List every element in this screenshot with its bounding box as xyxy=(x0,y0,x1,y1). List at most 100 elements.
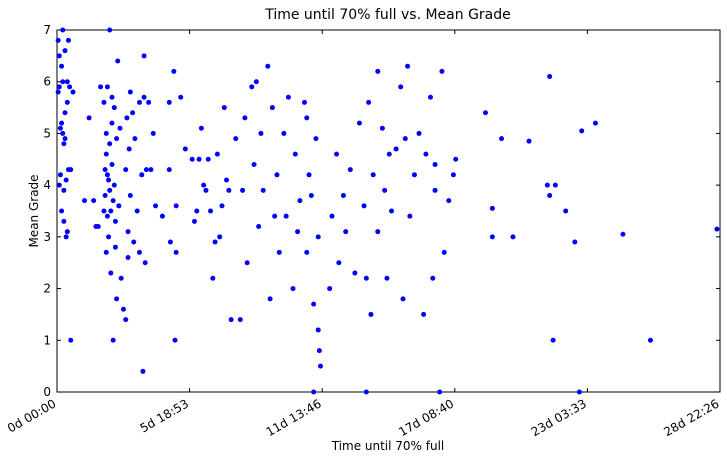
point xyxy=(171,68,177,74)
plot-frame xyxy=(56,29,721,393)
point xyxy=(352,270,358,276)
point xyxy=(141,53,147,59)
point xyxy=(103,151,109,157)
y-tick-label: 1 xyxy=(43,333,51,347)
point xyxy=(343,229,349,235)
point xyxy=(106,234,112,240)
y-tick-label: 3 xyxy=(43,230,51,244)
point xyxy=(153,203,159,209)
point xyxy=(453,156,459,162)
point xyxy=(198,125,204,131)
point xyxy=(592,120,598,126)
point xyxy=(316,348,322,354)
point xyxy=(544,182,550,188)
point xyxy=(60,79,66,85)
point xyxy=(393,146,399,152)
point xyxy=(547,192,553,198)
point xyxy=(127,192,133,198)
point xyxy=(104,84,110,90)
point xyxy=(143,167,149,173)
point xyxy=(59,208,65,214)
point xyxy=(361,203,367,209)
point xyxy=(416,130,422,136)
point xyxy=(107,27,113,33)
y-tick-label: 5 xyxy=(43,126,51,140)
point xyxy=(552,182,558,188)
point xyxy=(127,89,133,95)
point xyxy=(166,167,172,173)
point xyxy=(104,172,110,178)
point xyxy=(110,337,116,343)
point xyxy=(159,213,165,219)
point xyxy=(102,192,108,198)
point xyxy=(269,105,275,111)
point xyxy=(441,249,447,255)
point xyxy=(363,275,369,281)
point xyxy=(109,94,115,100)
point xyxy=(150,130,156,136)
point xyxy=(375,229,381,235)
point xyxy=(427,94,433,100)
point xyxy=(301,99,307,105)
point xyxy=(111,182,117,188)
point xyxy=(276,249,282,255)
y-axis-label: Mean Grade xyxy=(27,174,41,247)
point xyxy=(107,141,113,147)
point xyxy=(64,99,70,105)
point xyxy=(93,224,99,230)
point xyxy=(68,337,74,343)
point xyxy=(563,208,569,214)
point xyxy=(382,187,388,193)
point xyxy=(126,146,132,152)
point xyxy=(398,84,404,90)
point xyxy=(102,167,108,173)
y-tick-label: 0 xyxy=(43,385,51,399)
point xyxy=(103,130,109,136)
point xyxy=(242,115,248,121)
point xyxy=(62,48,68,54)
point xyxy=(55,37,61,43)
point xyxy=(283,213,289,219)
point xyxy=(111,105,117,111)
point xyxy=(384,275,390,281)
point xyxy=(356,120,362,126)
point xyxy=(281,130,287,136)
point xyxy=(125,255,131,261)
point xyxy=(120,306,126,312)
point xyxy=(405,63,411,69)
point xyxy=(318,363,324,369)
x-tick-label: 17d 08:40 xyxy=(396,396,456,439)
point xyxy=(423,151,429,157)
point xyxy=(375,68,381,74)
point xyxy=(327,286,333,292)
point xyxy=(59,120,65,126)
point xyxy=(67,84,73,90)
point xyxy=(65,37,71,43)
point xyxy=(510,234,516,240)
point xyxy=(258,130,264,136)
point xyxy=(210,275,216,281)
point xyxy=(297,198,303,204)
point xyxy=(139,172,145,178)
point xyxy=(489,205,495,211)
point xyxy=(226,187,232,193)
point xyxy=(142,260,148,266)
point xyxy=(141,94,147,100)
point xyxy=(450,172,456,178)
x-tick-label: 28d 22:26 xyxy=(661,396,721,439)
point xyxy=(260,187,266,193)
point xyxy=(256,224,262,230)
point xyxy=(118,275,124,281)
point xyxy=(336,260,342,266)
point xyxy=(182,146,188,152)
x-tick-label: 23d 03:33 xyxy=(529,396,589,439)
point xyxy=(437,389,443,395)
point xyxy=(61,141,67,147)
x-tick-label: 11d 13:46 xyxy=(264,396,324,439)
point xyxy=(217,234,223,240)
point xyxy=(107,187,113,193)
point xyxy=(173,203,179,209)
point xyxy=(370,172,376,178)
point xyxy=(304,249,310,255)
point xyxy=(430,275,436,281)
